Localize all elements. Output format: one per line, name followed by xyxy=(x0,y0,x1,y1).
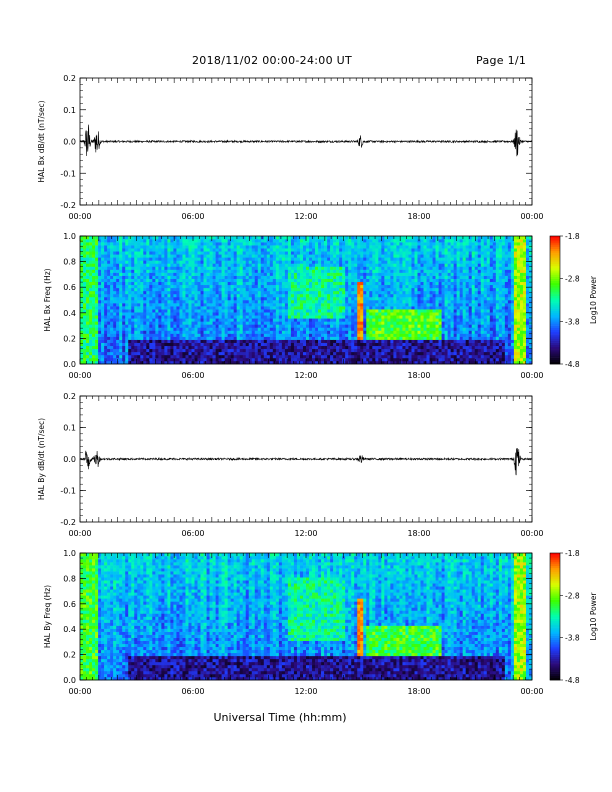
y-axis-label: HAL Bx dB/dt (nT/sec) xyxy=(37,100,46,182)
date-range-title: 2018/11/02 00:00-24:00 UT xyxy=(192,54,353,67)
x-tick-label: 00:00 xyxy=(68,529,91,538)
y-axis-label: HAL Bx Freq (Hz) xyxy=(43,268,52,331)
y-tick-label: -0.2 xyxy=(60,518,76,527)
x-tick-label: 18:00 xyxy=(407,529,430,538)
colorbar-label: Log10 Power xyxy=(589,592,598,641)
x-axis-panel-2: 00:00 06:00 12:00 18:00 00:00 xyxy=(68,236,544,380)
y-tick-label: 0.0 xyxy=(63,360,76,369)
waveform-panel-3 xyxy=(79,395,533,523)
x-tick-label: 12:00 xyxy=(294,371,317,380)
y-tick-label: 0.8 xyxy=(63,258,76,267)
y-tick-label: 0.4 xyxy=(63,625,76,634)
x-tick-label: 00:00 xyxy=(68,212,91,221)
colorbar-tick-label: -4.8 xyxy=(565,676,580,685)
colorbar-tick-label: -2.8 xyxy=(565,591,580,600)
y-tick-label: 0.1 xyxy=(63,424,76,433)
y-tick-label: 1.0 xyxy=(63,549,76,558)
y-tick-label: 0.6 xyxy=(63,283,76,292)
x-tick-label: 12:00 xyxy=(294,212,317,221)
y-tick-label: 0.8 xyxy=(63,574,76,583)
colorbar-tick-label: -3.8 xyxy=(565,317,580,326)
y-tick-label: -0.1 xyxy=(60,487,76,496)
y-axis-label: HAL By Freq (Hz) xyxy=(43,585,52,648)
colorbar-tick-label: -3.8 xyxy=(565,634,580,643)
y-tick-label: 0.2 xyxy=(63,651,76,660)
x-axis-panel-1: 00:00 06:00 12:00 18:00 00:00 xyxy=(68,78,544,221)
y-axis-panel-3: 0.2 0.1 0.0 -0.1 -0.2 HAL By dB/dt (nT/sec) xyxy=(37,392,532,527)
y-axis-panel-2: 1.0 0.8 0.6 0.4 0.2 0.0 HAL Bx Freq (Hz) xyxy=(43,232,532,369)
y-tick-label: 0.6 xyxy=(63,600,76,609)
y-tick-label: -0.1 xyxy=(60,169,76,178)
x-tick-label: 06:00 xyxy=(181,212,204,221)
y-tick-label: 0.1 xyxy=(63,106,76,115)
x-tick-label: 00:00 xyxy=(68,687,91,696)
colorbar-tick-label: -1.8 xyxy=(565,232,580,241)
y-tick-label: 1.0 xyxy=(63,232,76,241)
waveform-series xyxy=(79,448,533,476)
y-axis-label: HAL By dB/dt (nT/sec) xyxy=(37,418,46,500)
x-tick-label: 00:00 xyxy=(520,371,543,380)
x-tick-label: 12:00 xyxy=(294,529,317,538)
x-tick-label: 18:00 xyxy=(407,212,430,221)
x-tick-label: 12:00 xyxy=(294,687,317,696)
x-tick-label: 18:00 xyxy=(407,687,430,696)
colorbar-2: -1.8 -2.8 -3.8 -4.8 Log10 Power xyxy=(549,232,598,369)
x-axis-panel-4: 00:00 06:00 12:00 18:00 00:00 xyxy=(68,553,544,696)
x-tick-label: 00:00 xyxy=(520,529,543,538)
waveform-panel-1 xyxy=(79,77,533,206)
y-axis-panel-4: 1.0 0.8 0.6 0.4 0.2 0.0 HAL By Freq (Hz) xyxy=(43,549,532,685)
y-tick-label: -0.2 xyxy=(60,201,76,210)
colorbar-label: Log10 Power xyxy=(589,275,598,324)
spectrogram-panel-4 xyxy=(79,552,533,681)
y-tick-label: 0.0 xyxy=(63,138,76,147)
waveform-series xyxy=(79,124,533,157)
colorbar-tick-label: -2.8 xyxy=(565,275,580,284)
x-axis-panel-3: 00:00 06:00 12:00 18:00 00:00 xyxy=(68,396,544,538)
y-tick-label: 0.4 xyxy=(63,309,76,318)
y-axis-panel-1: 0.2 0.1 0.0 -0.1 -0.2 HAL Bx dB/dt (nT/sec) xyxy=(37,74,532,210)
spectrogram-panel-2 xyxy=(79,235,533,365)
x-tick-label: 00:00 xyxy=(520,212,543,221)
x-tick-label: 06:00 xyxy=(181,371,204,380)
y-tick-label: 0.2 xyxy=(63,334,76,343)
x-axis-label: Universal Time (hh:mm) xyxy=(214,711,347,724)
x-tick-label: 18:00 xyxy=(407,371,430,380)
colorbar-4: -1.8 -2.8 -3.8 -4.8 Log10 Power xyxy=(549,549,598,685)
x-tick-label: 00:00 xyxy=(520,687,543,696)
y-tick-label: 0.2 xyxy=(63,392,76,401)
colorbar-tick-label: -1.8 xyxy=(565,549,580,558)
y-tick-label: 0.2 xyxy=(63,74,76,83)
y-tick-label: 0.0 xyxy=(63,455,76,464)
x-tick-label: 00:00 xyxy=(68,371,91,380)
y-tick-label: 0.0 xyxy=(63,676,76,685)
x-tick-label: 06:00 xyxy=(181,687,204,696)
x-tick-label: 06:00 xyxy=(181,529,204,538)
colorbar-tick-label: -4.8 xyxy=(565,360,580,369)
page-indicator: Page 1/1 xyxy=(476,54,527,67)
